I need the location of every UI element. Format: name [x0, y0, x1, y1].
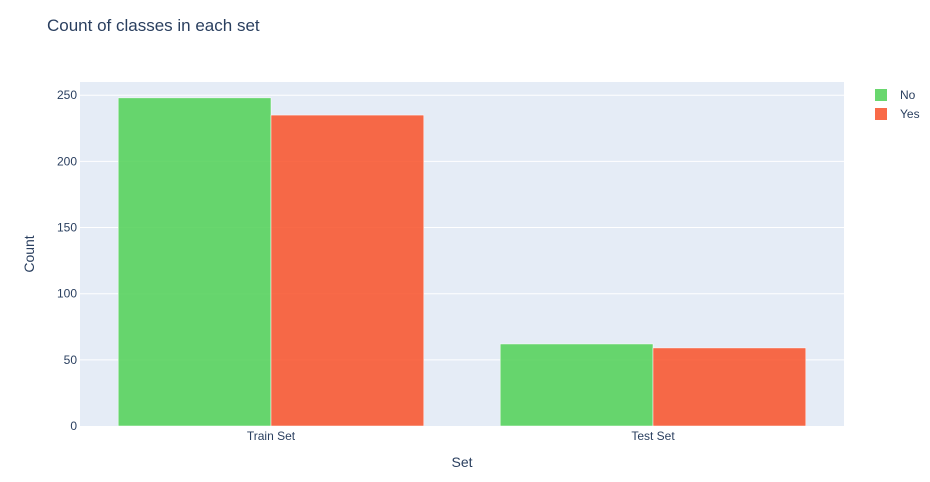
legend-item-no[interactable]: No — [875, 88, 916, 102]
y-axis-ticks: 0 50 100 150 200 250 — [57, 88, 77, 433]
legend-item-yes[interactable]: Yes — [875, 107, 920, 121]
y-tick-label: 100 — [57, 287, 77, 301]
bar-no-0[interactable] — [117, 97, 272, 427]
y-tick-label: 150 — [57, 221, 77, 235]
y-tick-label: 50 — [64, 353, 78, 367]
legend-label: Yes — [900, 107, 920, 121]
bar-no-1[interactable] — [499, 343, 654, 427]
legend-swatch — [875, 89, 887, 101]
chart-title: Count of classes in each set — [47, 16, 260, 35]
legend-swatch — [875, 108, 887, 120]
x-axis-title: Set — [451, 454, 472, 470]
x-axis-ticks: Train Set Test Set — [247, 429, 675, 443]
y-axis-title: Count — [21, 235, 37, 272]
legend-label: No — [900, 88, 916, 102]
x-tick-label: Test Set — [631, 429, 675, 443]
y-tick-label: 0 — [70, 419, 77, 433]
x-tick-label: Train Set — [247, 429, 296, 443]
bar-yes-0[interactable] — [270, 114, 425, 427]
bars-layer — [117, 97, 807, 427]
y-tick-label: 250 — [57, 88, 77, 102]
bar-yes-1[interactable] — [652, 347, 807, 427]
y-tick-label: 200 — [57, 154, 77, 168]
legend[interactable]: No Yes — [875, 88, 920, 121]
